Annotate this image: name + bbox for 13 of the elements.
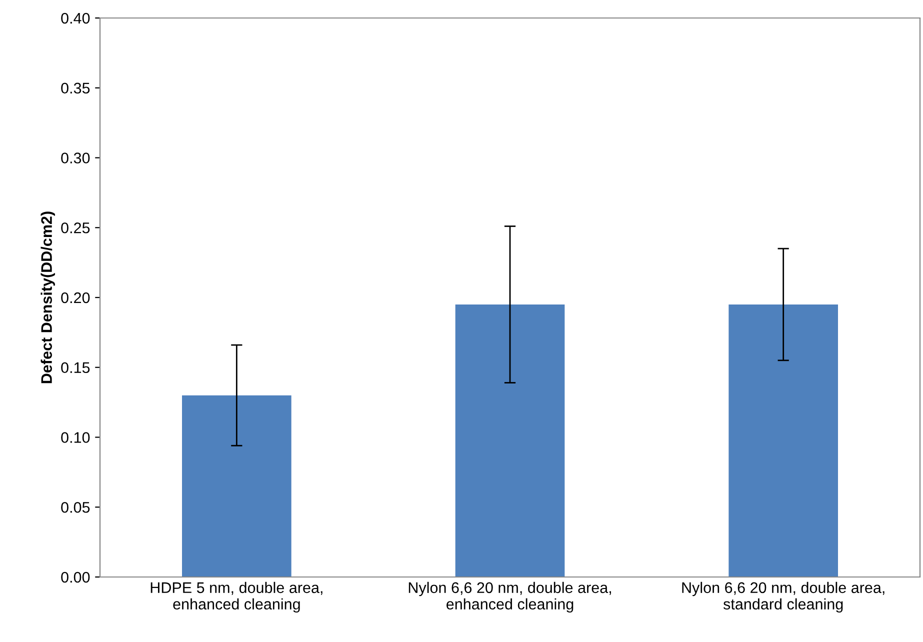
y-tick-label: 0.00 <box>61 572 90 583</box>
y-tick-label: 0.35 <box>61 82 90 94</box>
y-tick-label: 0.20 <box>61 292 90 304</box>
y-tick-label: 0.10 <box>61 432 90 443</box>
y-tick-label: 0.15 <box>61 362 90 374</box>
x-tick-label: Nylon 6,6 20 nm, double area, standard cleaning <box>682 582 884 613</box>
y-tick-label: 0.40 <box>61 12 90 24</box>
y-tick-label: 0.25 <box>61 222 90 234</box>
x-tick-label: HDPE 5 nm, double area, enhanced cleaning <box>150 582 322 613</box>
y-axis-title: Defect Density(DD/cm2) <box>40 212 55 384</box>
x-tick-label: Nylon 6,6 20 nm, double area, enhanced cleaning <box>408 582 611 613</box>
y-tick-label: 0.30 <box>61 152 90 164</box>
y-tick-label: 0.05 <box>61 502 90 513</box>
